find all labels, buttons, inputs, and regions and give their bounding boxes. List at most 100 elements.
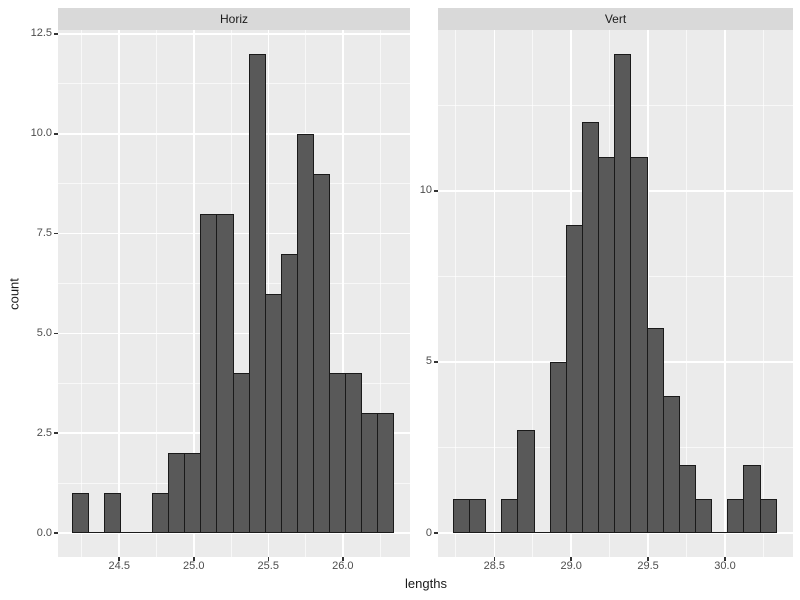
- histogram-bar: [103, 493, 121, 534]
- histogram-bar: [501, 498, 519, 534]
- y-tick-mark: [434, 532, 438, 534]
- x-minor-gridline: [156, 30, 157, 557]
- x-tick-mark: [724, 557, 726, 561]
- y-tick-label: 0.0: [36, 526, 52, 539]
- y-axis-title: count: [6, 278, 22, 310]
- histogram-zero-bar: [87, 532, 105, 534]
- histogram-bar: [329, 373, 347, 534]
- y-tick-label: 2.5: [36, 426, 52, 439]
- x-major-gridline: [724, 30, 726, 557]
- x-major-gridline: [493, 30, 496, 557]
- y-major-gridline: [58, 133, 410, 135]
- histogram-zero-bar: [119, 532, 137, 534]
- histogram-bar: [468, 498, 487, 534]
- y-tick-label: 10: [419, 184, 432, 197]
- x-tick-mark: [647, 557, 649, 561]
- histogram-bar: [361, 413, 379, 534]
- histogram-bar: [646, 327, 664, 534]
- x-tick-mark: [342, 557, 344, 561]
- histogram-bar: [377, 413, 395, 534]
- y-tick-mark: [434, 361, 438, 363]
- histogram-bar: [581, 122, 600, 534]
- histogram-bar: [630, 156, 648, 534]
- histogram-bar: [759, 498, 777, 534]
- histogram-bar: [678, 464, 696, 534]
- x-minor-gridline: [455, 30, 457, 557]
- histogram-bar: [200, 213, 218, 534]
- histogram-bar: [232, 373, 250, 534]
- y-tick-mark: [54, 232, 58, 235]
- histogram-bar: [565, 225, 583, 534]
- x-tick-label: 26.0: [332, 560, 354, 572]
- x-tick-label: 24.5: [108, 560, 130, 572]
- y-tick-label: 10.0: [30, 127, 52, 140]
- x-tick-label: 29.0: [560, 560, 582, 572]
- histogram-zero-bar: [485, 532, 503, 534]
- x-major-gridline: [193, 30, 195, 557]
- histogram-bar: [280, 253, 298, 534]
- y-tick-mark: [54, 133, 58, 135]
- x-minor-gridline: [686, 30, 688, 557]
- x-tick-mark: [118, 557, 120, 561]
- x-tick-label: 25.5: [257, 560, 279, 572]
- y-tick-label: 0: [425, 526, 432, 539]
- histogram-bar: [743, 464, 761, 534]
- x-tick-label: 29.5: [637, 560, 659, 572]
- y-tick-label: 5: [425, 355, 432, 368]
- histogram-bar: [452, 498, 470, 534]
- plot-panel-vert: [438, 30, 793, 557]
- y-tick-mark: [54, 33, 58, 35]
- histogram-zero-bar: [135, 532, 154, 534]
- facet-strip-horiz: Horiz: [58, 8, 410, 30]
- histogram-bar: [168, 453, 186, 534]
- y-minor-gridline: [58, 283, 410, 285]
- y-minor-gridline: [58, 83, 410, 85]
- y-tick-label: 12.5: [30, 27, 52, 40]
- facet-strip-vert-label: Vert: [604, 12, 627, 26]
- y-tick-label: 5.0: [36, 326, 52, 339]
- y-tick-mark: [54, 532, 58, 534]
- x-minor-gridline: [81, 30, 83, 557]
- histogram-bar: [598, 156, 616, 534]
- y-tick-mark: [54, 332, 58, 335]
- x-tick-label: 25.0: [183, 560, 205, 572]
- histogram-bar: [264, 293, 282, 534]
- x-axis-title: lengths: [405, 576, 447, 591]
- y-major-gridline: [58, 33, 410, 35]
- y-tick-mark: [434, 190, 438, 192]
- x-minor-gridline: [762, 30, 764, 557]
- histogram-bar: [345, 373, 363, 534]
- histogram-bar: [184, 453, 202, 534]
- x-tick-label: 30.0: [714, 560, 736, 572]
- histogram-bar: [517, 430, 535, 534]
- y-major-gridline: [58, 332, 410, 335]
- y-major-gridline: [58, 532, 410, 534]
- histogram-bar: [248, 53, 266, 534]
- x-minor-gridline: [532, 30, 534, 557]
- histogram-bar: [549, 361, 567, 534]
- x-tick-mark: [193, 557, 195, 561]
- histogram-bar: [216, 213, 234, 534]
- x-tick-mark: [493, 557, 496, 561]
- x-tick-mark: [570, 557, 572, 561]
- histogram-bar: [614, 53, 632, 534]
- y-tick-label: 7.5: [36, 227, 52, 240]
- histogram-bar: [727, 498, 745, 534]
- histogram-bar: [312, 173, 331, 534]
- x-major-gridline: [118, 30, 120, 557]
- x-major-gridline: [342, 30, 344, 557]
- x-major-gridline: [647, 30, 649, 557]
- x-tick-mark: [267, 557, 270, 561]
- histogram-zero-bar: [711, 532, 729, 534]
- histogram-zero-bar: [533, 532, 551, 534]
- facet-strip-vert: Vert: [438, 8, 793, 30]
- y-major-gridline: [438, 532, 793, 534]
- facet-strip-horiz-label: Horiz: [219, 12, 248, 26]
- y-major-gridline: [58, 232, 410, 235]
- plot-panel-horiz: [58, 30, 410, 557]
- y-tick-mark: [54, 432, 58, 434]
- histogram-bar: [71, 493, 89, 534]
- histogram-bar: [662, 396, 680, 534]
- x-minor-gridline: [379, 30, 381, 557]
